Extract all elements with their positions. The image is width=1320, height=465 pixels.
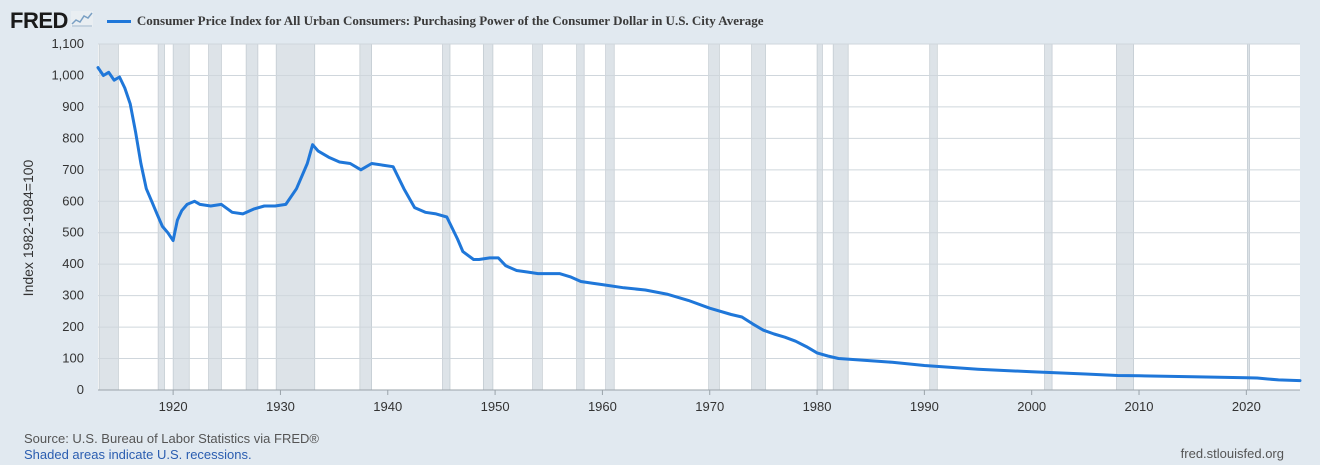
line-chart: 0 100 200 300 400 500 600 700 800 900 1,000 1,100 1…	[51, 36, 1302, 414]
x-tick-label: 1940	[373, 399, 402, 414]
recession-note: Shaded areas indicate U.S. recessions.	[24, 447, 252, 462]
recession-band	[172, 43, 190, 391]
x-tick-label: 1970	[695, 399, 724, 414]
recession-band	[1044, 43, 1053, 391]
y-tick-label: 900	[62, 99, 84, 114]
x-tick-label: 1920	[159, 399, 188, 414]
y-tick-label: 600	[62, 193, 84, 208]
y-tick-label: 400	[62, 256, 84, 271]
recession-band	[275, 43, 316, 391]
x-tick-label: 1950	[481, 399, 510, 414]
y-tick-label: 500	[62, 225, 84, 240]
fred-logo: FRED	[10, 8, 68, 33]
recession-band	[482, 43, 494, 391]
x-tick-label: 2010	[1125, 399, 1154, 414]
recession-band	[1247, 43, 1250, 391]
x-tick-label: 1960	[588, 399, 617, 414]
series-title: Consumer Price Index for All Urban Consu…	[136, 13, 764, 28]
chart-header: FRED Consumer Price Index for All Urban …	[10, 8, 764, 34]
source-note: Source: U.S. Bureau of Labor Statistics …	[24, 431, 319, 446]
series-line	[96, 66, 1302, 383]
recession-band	[245, 43, 259, 391]
x-tick-labels: 1920 1930 1940 1950 1960 1970 1980 1990 2000 2010…	[159, 390, 1261, 414]
y-tick-label: 300	[62, 288, 84, 303]
recession-band	[532, 43, 543, 391]
y-gridlines	[98, 43, 1300, 391]
recession-band	[816, 43, 823, 391]
site-url[interactable]: fred.stlouisfed.org	[1180, 446, 1284, 461]
recession-band	[929, 43, 938, 391]
x-tick-label: 2000	[1017, 399, 1046, 414]
recession-band	[576, 43, 585, 391]
recession-band	[751, 43, 766, 391]
recession-band	[208, 43, 222, 391]
recession-band	[605, 43, 615, 391]
x-tick-label: 1990	[910, 399, 939, 414]
recession-band	[98, 43, 119, 391]
series-group	[96, 66, 1302, 383]
x-tick-label: 1980	[803, 399, 832, 414]
recession-band	[708, 43, 720, 391]
y-tick-label: 0	[77, 382, 84, 397]
recession-band	[1116, 43, 1134, 391]
y-tick-label: 800	[62, 130, 84, 145]
recession-band	[359, 43, 372, 391]
fred-graph-icon	[70, 10, 93, 32]
y-tick-label: 700	[62, 162, 84, 177]
recession-band	[832, 43, 849, 391]
y-tick-label: 1,000	[51, 67, 84, 82]
y-tick-label: 1,100	[51, 36, 84, 51]
x-tick-label: 1930	[266, 399, 295, 414]
footer-notes: Source: U.S. Bureau of Labor Statistics …	[24, 431, 319, 463]
y-tick-labels: 0 100 200 300 400 500 600 700 800 900 1,000 1,100	[51, 36, 84, 397]
y-tick-label: 100	[62, 351, 84, 366]
x-tick-label: 2020	[1232, 399, 1261, 414]
y-tick-label: 200	[62, 319, 84, 334]
legend-line-swatch	[106, 19, 131, 23]
